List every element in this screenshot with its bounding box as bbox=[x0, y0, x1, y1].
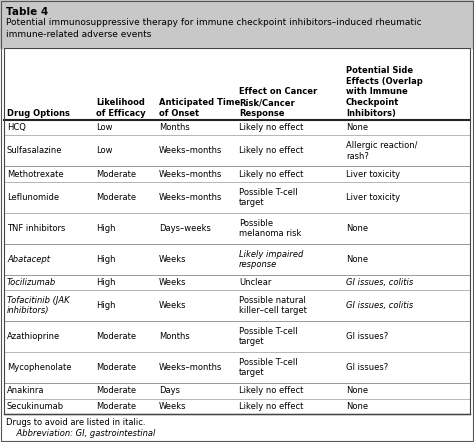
Text: Low: Low bbox=[96, 146, 112, 156]
Text: High: High bbox=[96, 255, 116, 264]
Text: Drugs to avoid are listed in italic.: Drugs to avoid are listed in italic. bbox=[6, 418, 146, 427]
Text: Weeks–months: Weeks–months bbox=[159, 170, 222, 179]
Text: GI issues?: GI issues? bbox=[346, 363, 388, 372]
Text: Effect on Cancer
Risk/Cancer
Response: Effect on Cancer Risk/Cancer Response bbox=[239, 88, 317, 118]
Text: Mycophenolate: Mycophenolate bbox=[7, 363, 72, 372]
Text: Moderate: Moderate bbox=[96, 363, 136, 372]
Text: Low: Low bbox=[96, 123, 112, 132]
Text: Unclear: Unclear bbox=[239, 278, 272, 287]
Text: GI issues?: GI issues? bbox=[346, 332, 388, 341]
Text: Moderate: Moderate bbox=[96, 332, 136, 341]
Bar bbox=[4, 48, 470, 414]
Text: Abatacept: Abatacept bbox=[7, 255, 50, 264]
Text: Likely no effect: Likely no effect bbox=[239, 146, 303, 156]
Text: None: None bbox=[346, 224, 368, 233]
Text: GI issues, colitis: GI issues, colitis bbox=[346, 278, 413, 287]
Text: Moderate: Moderate bbox=[96, 386, 136, 395]
Text: Allergic reaction/
rash?: Allergic reaction/ rash? bbox=[346, 141, 418, 160]
Text: HCQ: HCQ bbox=[7, 123, 26, 132]
Text: None: None bbox=[346, 255, 368, 264]
Text: Methotrexate: Methotrexate bbox=[7, 170, 64, 179]
Text: Possible T-cell
target: Possible T-cell target bbox=[239, 188, 298, 207]
Text: Tofacitinib (JAK
inhibitors): Tofacitinib (JAK inhibitors) bbox=[7, 296, 70, 316]
Text: Likely no effect: Likely no effect bbox=[239, 123, 303, 132]
Text: Tocilizumab: Tocilizumab bbox=[7, 278, 56, 287]
Text: Likely no effect: Likely no effect bbox=[239, 402, 303, 411]
Text: Abbreviation: GI, gastrointestinal: Abbreviation: GI, gastrointestinal bbox=[6, 429, 155, 438]
Text: Likelihood
of Efficacy: Likelihood of Efficacy bbox=[96, 98, 146, 118]
Text: Azathioprine: Azathioprine bbox=[7, 332, 60, 341]
Text: immune-related adverse events: immune-related adverse events bbox=[6, 30, 151, 39]
Text: Sulfasalazine: Sulfasalazine bbox=[7, 146, 63, 156]
Text: Months: Months bbox=[159, 332, 190, 341]
Text: Leflunomide: Leflunomide bbox=[7, 193, 59, 202]
Text: Possible T-cell
target: Possible T-cell target bbox=[239, 327, 298, 347]
Text: TNF inhibitors: TNF inhibitors bbox=[7, 224, 65, 233]
Text: Drug Options: Drug Options bbox=[7, 109, 70, 118]
Text: Months: Months bbox=[159, 123, 190, 132]
Text: None: None bbox=[346, 386, 368, 395]
Text: Likely no effect: Likely no effect bbox=[239, 170, 303, 179]
Text: Moderate: Moderate bbox=[96, 402, 136, 411]
Text: Anticipated Time
of Onset: Anticipated Time of Onset bbox=[159, 98, 240, 118]
Text: GI issues, colitis: GI issues, colitis bbox=[346, 301, 413, 310]
Text: Weeks: Weeks bbox=[159, 278, 186, 287]
Text: None: None bbox=[346, 123, 368, 132]
Text: Weeks: Weeks bbox=[159, 301, 186, 310]
Text: High: High bbox=[96, 224, 116, 233]
Text: Potential immunosuppressive therapy for immune checkpoint inhibitors–induced rhe: Potential immunosuppressive therapy for … bbox=[6, 18, 422, 27]
Text: High: High bbox=[96, 278, 116, 287]
Bar bbox=[0, 0, 474, 48]
Text: Secukinumab: Secukinumab bbox=[7, 402, 64, 411]
Text: Likely impaired
response: Likely impaired response bbox=[239, 250, 303, 269]
Text: Weeks–months: Weeks–months bbox=[159, 146, 222, 156]
Text: Moderate: Moderate bbox=[96, 193, 136, 202]
Text: Likely no effect: Likely no effect bbox=[239, 386, 303, 395]
Text: Possible T-cell
target: Possible T-cell target bbox=[239, 358, 298, 377]
Text: Weeks–months: Weeks–months bbox=[159, 193, 222, 202]
Text: Potential Side
Effects (Overlap
with Immune
Checkpoint
Inhibitors): Potential Side Effects (Overlap with Imm… bbox=[346, 66, 423, 118]
Text: Days: Days bbox=[159, 386, 180, 395]
Text: High: High bbox=[96, 301, 116, 310]
Text: Weeks–months: Weeks–months bbox=[159, 363, 222, 372]
Text: Liver toxicity: Liver toxicity bbox=[346, 170, 400, 179]
Text: Weeks: Weeks bbox=[159, 402, 186, 411]
Text: Weeks: Weeks bbox=[159, 255, 186, 264]
Text: Liver toxicity: Liver toxicity bbox=[346, 193, 400, 202]
Text: Anakinra: Anakinra bbox=[7, 386, 45, 395]
Text: Moderate: Moderate bbox=[96, 170, 136, 179]
Text: None: None bbox=[346, 402, 368, 411]
Text: Table 4: Table 4 bbox=[6, 7, 48, 17]
Text: Possible natural
killer–cell target: Possible natural killer–cell target bbox=[239, 296, 307, 316]
Text: Days–weeks: Days–weeks bbox=[159, 224, 211, 233]
Text: Possible
melanoma risk: Possible melanoma risk bbox=[239, 219, 301, 238]
